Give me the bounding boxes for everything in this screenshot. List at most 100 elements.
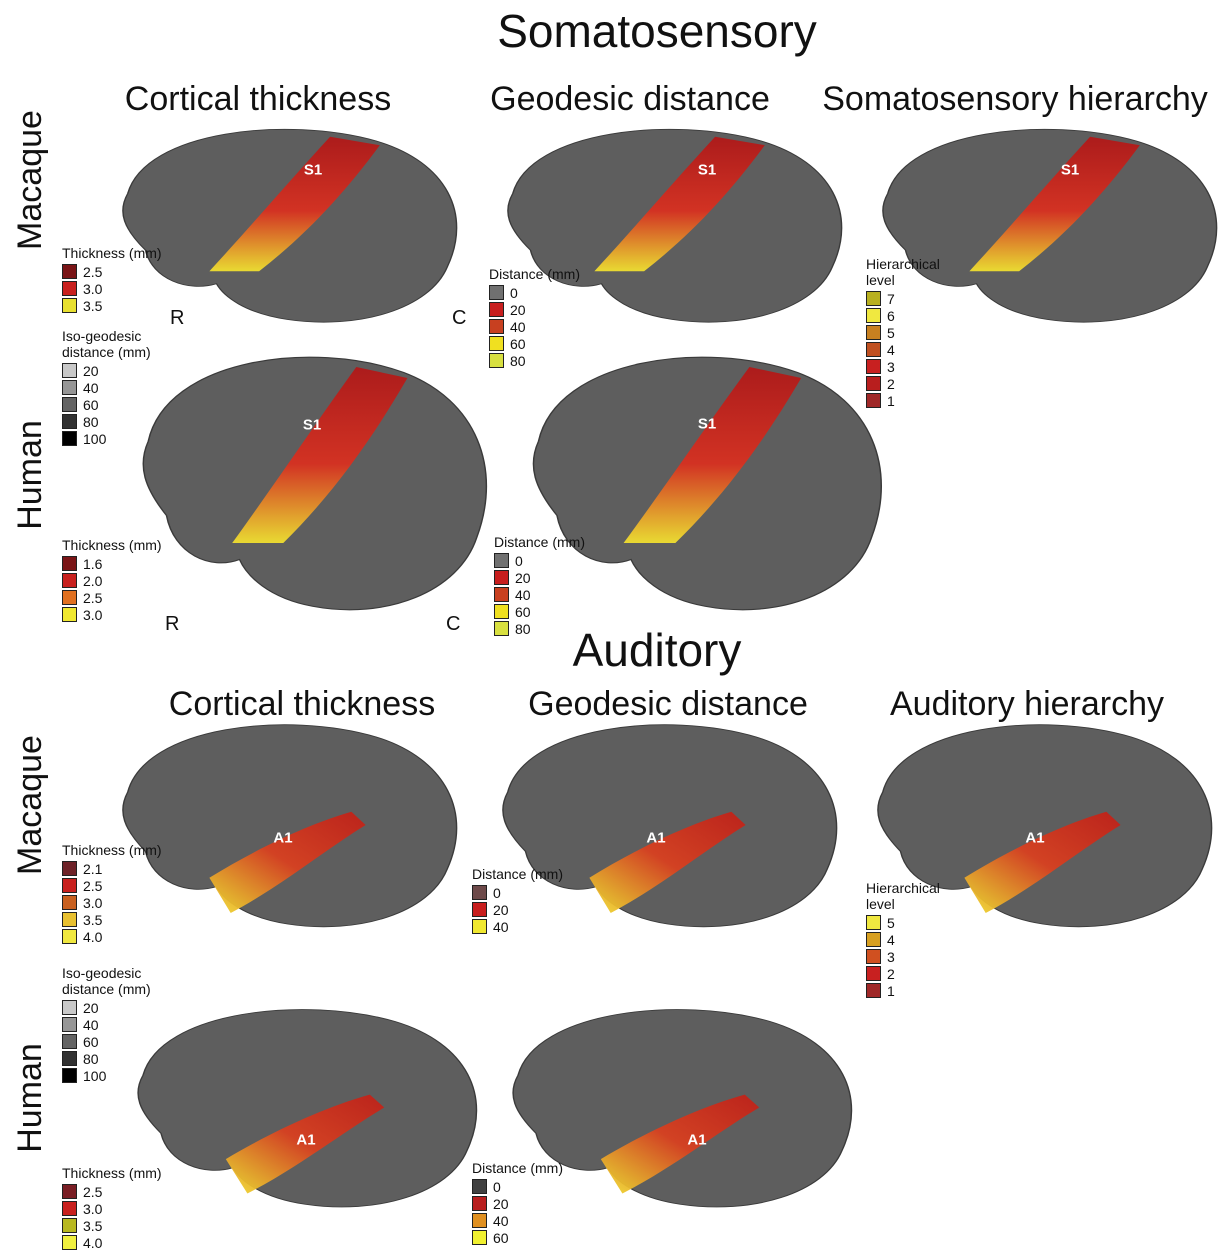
legend-item: 3 <box>866 358 956 375</box>
legend-item: 60 <box>472 1229 602 1246</box>
legend-item: 60 <box>489 335 619 352</box>
legend-title: Iso-geodesic distance (mm) <box>62 965 151 997</box>
legend-label: 3.0 <box>83 606 103 623</box>
legend-title: Hierarchical level <box>866 880 940 912</box>
legend-title: Distance (mm) <box>472 1160 564 1176</box>
legend-item: 0 <box>472 884 602 901</box>
legend-label: 3.0 <box>83 1200 103 1217</box>
legend-label: 3 <box>887 358 895 375</box>
legend-label: 60 <box>83 396 99 413</box>
section-title: Somatosensory <box>497 5 817 57</box>
legend-swatch <box>62 1034 77 1049</box>
legend-swatch <box>489 353 504 368</box>
area-label: A1 <box>687 1131 707 1149</box>
section-title: Auditory <box>572 624 742 676</box>
legend-item: 4 <box>866 931 956 948</box>
legend-label: 100 <box>83 1067 107 1084</box>
legend-label: 60 <box>510 335 526 352</box>
legend-swatch <box>62 929 77 944</box>
legend-label: 2 <box>887 375 895 392</box>
legend-item: 100 <box>62 1067 172 1084</box>
area-label: A1 <box>1025 829 1045 847</box>
legend-item: 7 <box>866 290 956 307</box>
legend-label: 0 <box>493 884 501 901</box>
brain <box>512 1009 853 1208</box>
legend-item: 2.5 <box>62 1183 192 1200</box>
legend-label: 40 <box>510 318 526 335</box>
area-label: S1 <box>303 161 323 179</box>
legend-label: 2.5 <box>83 589 103 606</box>
legend-swatch <box>489 302 504 317</box>
legend-label: 7 <box>887 290 895 307</box>
activation-map <box>594 136 765 272</box>
legend-item: 100 <box>62 430 172 447</box>
legend-swatch <box>866 359 881 374</box>
legend-swatch <box>62 1051 77 1066</box>
legend-item: 2.0 <box>62 572 192 589</box>
legend: Distance (mm) 0 20 40 <box>472 866 602 935</box>
legend-swatch <box>866 983 881 998</box>
legend-label: 40 <box>493 918 509 935</box>
legend-label: 60 <box>515 603 531 620</box>
legend-item: 80 <box>489 352 619 369</box>
legend-swatch <box>62 1201 77 1216</box>
legend-item: 3.0 <box>62 280 192 297</box>
legend-swatch <box>62 878 77 893</box>
legend-label: 80 <box>83 413 99 430</box>
row-title: Human <box>11 1043 49 1153</box>
area-label: S1 <box>302 416 322 434</box>
legend-label: 5 <box>887 914 895 931</box>
legend-label: 0 <box>493 1178 501 1195</box>
legend-title: Distance (mm) <box>472 866 564 882</box>
row-title: Macaque <box>11 735 49 875</box>
legend-swatch <box>62 912 77 927</box>
legend-label: 100 <box>83 430 107 447</box>
column-title: Cortical thickness <box>124 80 392 118</box>
legend: Iso-geodesic distance (mm) 20 40 60 80 100 <box>62 328 172 447</box>
legend-item: 4.0 <box>62 928 192 945</box>
legend-swatch <box>62 861 77 876</box>
legend-label: 6 <box>887 307 895 324</box>
legend-item: 40 <box>62 1016 172 1033</box>
legend-label: 2.5 <box>83 877 103 894</box>
legend-swatch <box>62 1184 77 1199</box>
legend-swatch <box>494 570 509 585</box>
legend-label: 80 <box>515 620 531 637</box>
legend-label: 3.0 <box>83 280 103 297</box>
legend-label: 3.5 <box>83 297 103 314</box>
legend-swatch <box>866 325 881 340</box>
legend-swatch <box>62 573 77 588</box>
legend-item: 2 <box>866 375 956 392</box>
legend-swatch <box>866 949 881 964</box>
legend-swatch <box>62 590 77 605</box>
legend-swatch <box>472 1179 487 1194</box>
legend-swatch <box>62 607 77 622</box>
activation-map <box>600 1094 760 1194</box>
legend-item: 3 <box>866 948 956 965</box>
legend-swatch <box>62 556 77 571</box>
column-title: Geodesic distance <box>528 685 808 723</box>
legend-swatch <box>866 393 881 408</box>
legend: Iso-geodesic distance (mm) 20 40 60 80 100 <box>62 965 172 1084</box>
legend-title: Iso-geodesic distance (mm) <box>62 328 151 360</box>
legend-label: 1 <box>887 392 895 409</box>
legend-title: Distance (mm) <box>494 534 586 550</box>
legend-title: Thickness (mm) <box>62 842 162 858</box>
legend-item: 3.5 <box>62 297 192 314</box>
legend-item: 40 <box>489 318 619 335</box>
legend-item: 60 <box>62 396 172 413</box>
activation-map <box>209 136 380 272</box>
area-label: S1 <box>1060 161 1080 179</box>
legend: Thickness (mm) 2.5 3.0 3.5 <box>62 245 192 314</box>
legend-label: 20 <box>493 1195 509 1212</box>
area-label: A1 <box>646 829 666 847</box>
legend-label: 4 <box>887 931 895 948</box>
legend-swatch <box>62 264 77 279</box>
legend-title: Thickness (mm) <box>62 245 162 261</box>
legend-label: 2.5 <box>83 1183 103 1200</box>
activation-map <box>232 367 408 543</box>
row-title: Human <box>11 420 49 530</box>
orientation-label: R <box>165 613 180 635</box>
legend-swatch <box>472 919 487 934</box>
legend-label: 0 <box>515 552 523 569</box>
